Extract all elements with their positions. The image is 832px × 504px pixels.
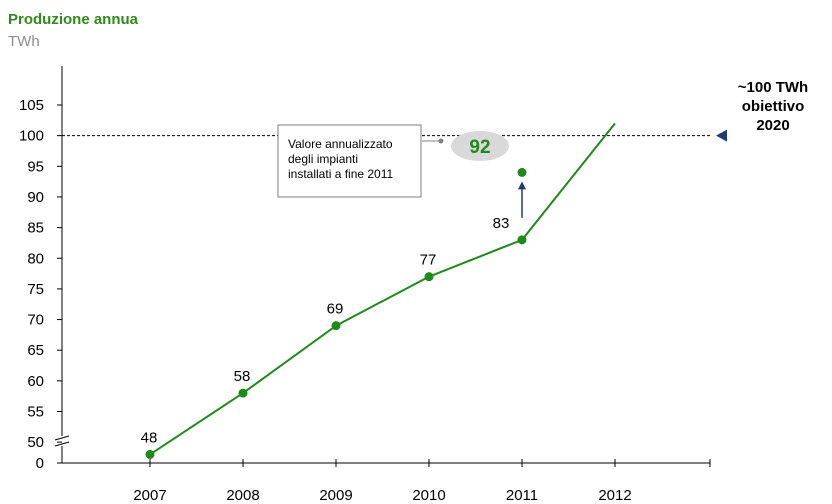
x-tick-label: 2009 (319, 487, 352, 504)
axis-break-mark (54, 435, 70, 441)
y-tick-label: 100 (19, 128, 44, 145)
data-point (145, 449, 155, 459)
data-label: 48 (141, 429, 158, 446)
y-tick-label: 85 (27, 220, 44, 237)
data-point (517, 235, 527, 245)
y-tick-label: 55 (27, 404, 44, 421)
y-tick-label: 70 (27, 312, 44, 329)
data-point (331, 321, 341, 331)
axis-break-mark (54, 441, 70, 447)
data-label: 58 (234, 368, 251, 385)
data-label: 69 (327, 301, 344, 318)
x-tick-label: 2012 (598, 487, 631, 504)
callout-text: Valore annualizzato (288, 137, 393, 151)
data-label: 77 (420, 252, 437, 269)
x-tick-label: 2008 (226, 487, 259, 504)
x-tick-label: 2011 (506, 487, 538, 504)
series-line (149, 122, 616, 456)
y-tick-label: 105 (19, 97, 44, 114)
arrow-head-icon (518, 181, 526, 190)
target-marker-icon (716, 129, 727, 142)
data-point (424, 272, 434, 282)
data-label: 83 (493, 215, 510, 232)
x-tick-label: 2010 (412, 487, 445, 504)
target-label: obiettivo (742, 98, 805, 115)
data-point (238, 388, 248, 398)
callout-box (277, 124, 422, 198)
y-tick-label: 60 (27, 373, 44, 390)
y-tick-label: 50 (27, 434, 44, 451)
chart-title: Produzione annua (8, 11, 139, 28)
y-tick-label: 75 (27, 281, 44, 298)
y-tick-label: 65 (27, 342, 44, 359)
callout-connector-dot (438, 138, 444, 144)
unit-label: TWh (8, 33, 40, 50)
y-tick-label: 95 (27, 158, 44, 175)
target-label: ~100 TWh (738, 79, 808, 96)
y-tick-label: 0 (36, 455, 44, 472)
x-tick-label: 2007 (133, 487, 166, 504)
annualized-value-label: 92 (469, 137, 490, 158)
target-label: 2020 (756, 117, 789, 134)
callout-text: degli impianti (288, 152, 358, 166)
annualized-value-oval (451, 131, 509, 161)
y-tick-label: 90 (27, 189, 44, 206)
callout-text: installati a fine 2011 (288, 167, 394, 181)
annualized-point (517, 167, 527, 177)
y-tick-label: 80 (27, 250, 44, 267)
